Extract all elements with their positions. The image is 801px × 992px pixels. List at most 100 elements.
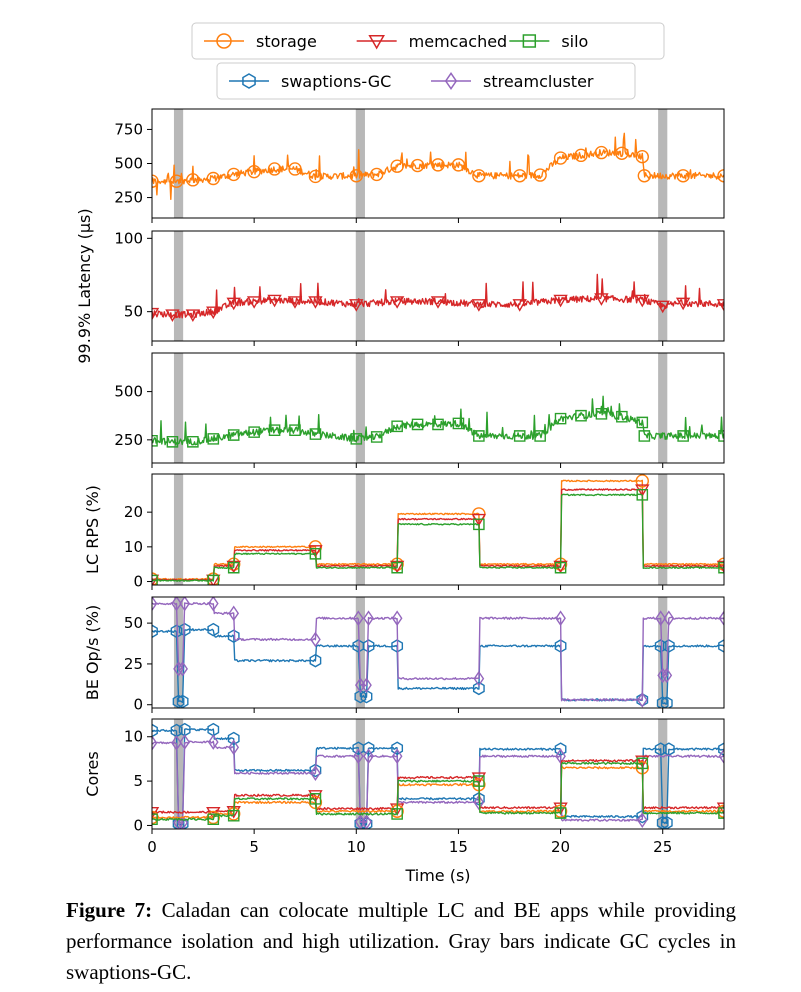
data-point-streamcluster [228,605,240,622]
data-point-swaptions-gc [207,622,220,637]
y-tick-label: 50 [124,303,143,321]
data-point-silo [207,433,220,445]
data-point-silo [636,757,649,770]
gc-bar-2 [658,597,668,708]
data-point-streamcluster [473,670,485,687]
data-point-streamcluster [663,610,675,627]
data-point-memcached [471,299,487,312]
legend-marker-storage-icon [216,33,232,49]
y-tick-label: 5 [133,772,143,790]
x-tick-label: 20 [551,838,570,856]
gc-bar-1 [355,231,365,341]
data-point-memcached [716,299,724,312]
data-point-streamcluster [177,660,188,677]
data-point-streamcluster [361,677,372,693]
data-point-silo [207,813,220,826]
y-tick-label: 10 [124,728,143,746]
legend-marker-silo-icon [522,34,537,48]
data-point-storage [308,169,323,184]
series-line-silo [152,395,724,446]
data-point-silo [248,426,260,438]
data-point-streamcluster [363,748,374,765]
data-point-swaptions-gc [172,694,185,708]
data-point-storage [206,810,220,825]
data-point-streamcluster [391,610,403,627]
data-point-silo [473,775,485,787]
figure-caption: Figure 7: Caladan can colocate multiple … [66,895,736,988]
data-point-memcached [635,294,650,308]
data-point-streamcluster [636,691,648,708]
data-point-memcached [512,299,527,312]
panel-frame [151,596,725,709]
data-point-streamcluster [228,739,240,756]
series-line-storage [152,479,724,581]
data-point-streamcluster [171,735,182,751]
data-point-swaptions-gc [178,622,191,637]
data-point-memcached [635,755,650,769]
data-point-storage [288,162,302,176]
data-point-silo [166,435,179,448]
data-point-memcached [430,296,446,309]
data-point-memcached [308,545,323,558]
panel-frame [151,473,725,586]
data-point-memcached [267,294,282,308]
data-point-storage [451,158,466,172]
data-point-storage [676,169,690,183]
gc-bar-2 [658,474,668,585]
legend-row2-frame [216,62,636,100]
data-point-swaptions-gc [472,681,485,696]
gc-bar-1 [355,109,365,218]
gc-bar-0 [173,719,184,829]
data-point-memcached [308,296,323,309]
panel-silo-latency: 250 500 [114,352,725,468]
panel-plot-area [152,132,724,200]
data-point-streamcluster [179,597,191,612]
data-point-storage [717,804,724,818]
data-point-swaptions-gc [656,696,669,708]
data-point-streamcluster [207,734,219,750]
data-point-silo [268,424,281,436]
data-point-streamcluster [173,814,184,829]
series-line-streamcluster [152,602,724,702]
data-point-storage [553,151,568,165]
series-line-storage [152,132,724,200]
data-point-storage [635,761,649,775]
data-point-streamcluster [152,735,158,751]
data-point-storage [152,174,159,188]
data-point-silo [227,809,240,822]
data-point-memcached [655,300,670,314]
data-point-memcached [152,307,160,321]
panel-frame [151,230,725,342]
data-point-silo [411,418,424,431]
data-point-silo [595,407,608,420]
data-point-streamcluster [152,597,158,612]
data-point-streamcluster [310,765,321,781]
series-line-storage [152,766,724,820]
panel-storage-latency: 250 500 750 [114,108,725,223]
y-tick-label: 750 [114,120,143,138]
data-point-storage [472,777,486,792]
legend-row1-frame [191,22,665,60]
data-point-streamcluster [391,748,403,765]
data-point-swaptions-gc [227,731,240,746]
data-point-storage [717,557,724,571]
data-point-memcached [716,560,724,574]
y-tick-label: 25 [124,655,143,673]
data-point-memcached [165,309,180,323]
panel-plot-area [152,722,724,829]
y-tick-label: 50 [124,614,143,632]
data-point-swaptions-gc [654,639,667,653]
data-point-silo [575,409,587,422]
data-point-silo [636,416,649,429]
data-point-streamcluster [171,597,182,612]
y-tick-label: 0 [133,573,143,591]
data-point-silo [309,793,322,805]
data-point-silo [152,574,158,585]
legend-marker-swaptions-gc-icon [242,73,256,89]
data-point-silo [554,807,567,819]
data-point-memcached [389,296,405,309]
data-point-streamcluster [657,667,669,684]
caption-text: Caladan can colocate multiple LC and BE … [66,898,737,984]
data-point-silo [718,807,724,819]
